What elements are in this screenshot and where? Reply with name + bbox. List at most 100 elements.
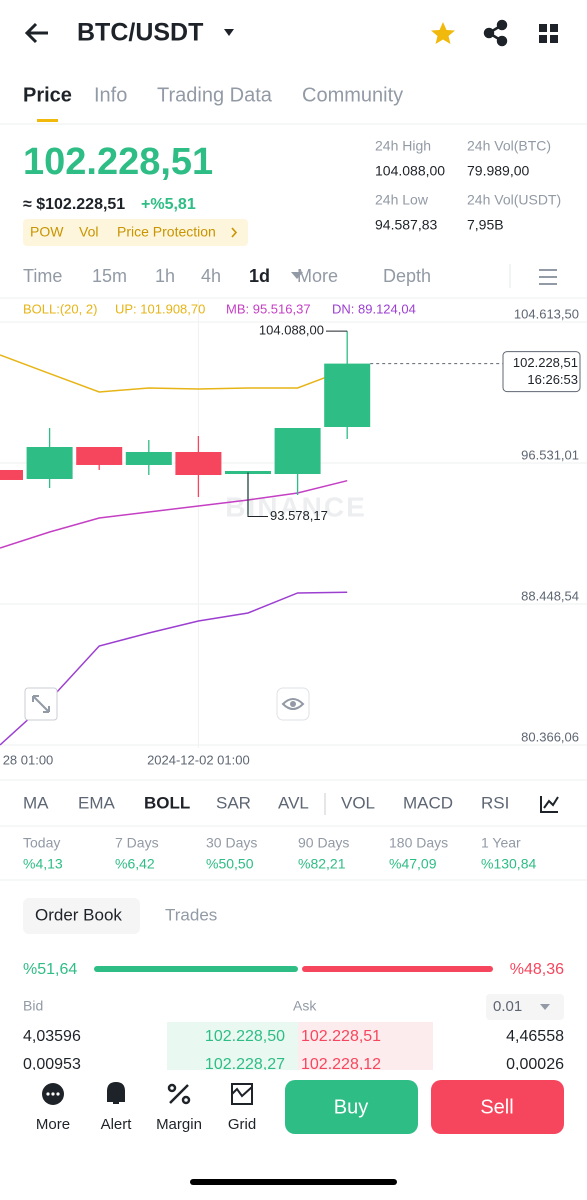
stat-label: 24h Vol(BTC)	[467, 138, 551, 154]
pair-title[interactable]: BTC/USDT	[77, 19, 203, 47]
perf-value: %130,84	[481, 856, 536, 872]
perf-value: %50,50	[206, 856, 254, 872]
sell-label[interactable]: Sell	[480, 1096, 513, 1118]
boll-line	[0, 591, 348, 746]
layout-button[interactable]	[539, 24, 558, 43]
indicator-tab[interactable]: SAR	[216, 793, 251, 812]
x-tick-label: 2024-12-02 01:00	[147, 752, 250, 767]
candle-body	[225, 471, 271, 475]
order-book-tab[interactable]: Order Book	[35, 905, 122, 924]
bottom-action[interactable]: Grid	[228, 1116, 256, 1133]
precision-select[interactable]	[486, 994, 564, 1020]
chart-settings-icon[interactable]	[539, 269, 557, 285]
bottom-action[interactable]: Alert	[101, 1116, 133, 1133]
indicator-settings-icon[interactable]	[540, 796, 559, 813]
tab[interactable]: Trading Data	[157, 84, 273, 106]
home-indicator	[190, 1179, 397, 1185]
candle-body	[175, 451, 222, 476]
order-book-tab[interactable]: Trades	[165, 905, 217, 924]
buy-label[interactable]: Buy	[334, 1096, 368, 1118]
ask-amount: 0,00026	[506, 1056, 564, 1073]
stat-label: 24h Vol(USDT)	[467, 192, 561, 208]
indicator-tab[interactable]: AVL	[278, 793, 309, 812]
bottom-action[interactable]: Margin	[156, 1116, 202, 1133]
interval[interactable]: 1h	[155, 266, 175, 286]
low-annotation: 93.578,17	[270, 508, 328, 523]
fullscreen-button[interactable]	[24, 687, 58, 721]
bottom-action[interactable]: More	[36, 1116, 70, 1133]
precision: 0.01	[493, 998, 522, 1015]
tab[interactable]: Community	[302, 84, 403, 106]
share-button[interactable]	[483, 19, 508, 47]
stat-value: 104.088,00	[375, 163, 445, 179]
alert-icon	[107, 1081, 125, 1104]
x-tick-label: 28 01:00	[3, 752, 54, 767]
tag-chevron	[231, 227, 238, 238]
y-tick-label: 80.366,06	[521, 729, 579, 744]
buy-button[interactable]	[285, 1080, 418, 1134]
indicator-tab[interactable]: EMA	[78, 793, 116, 812]
countdown: 16:26:53	[527, 372, 578, 387]
perf-label: 30 Days	[206, 835, 257, 851]
indicator-tab[interactable]: RSI	[481, 793, 509, 812]
perf-label: 1 Year	[481, 835, 521, 851]
ask-label: Ask	[293, 998, 317, 1014]
stat-value: 79.989,00	[467, 163, 529, 179]
indicator-tab[interactable]: VOL	[341, 793, 375, 812]
back-button[interactable]	[24, 22, 48, 44]
active-tab-indicator	[37, 119, 58, 122]
last-price-label: 102.228,51	[513, 355, 578, 370]
ask-amount: 4,46558	[506, 1028, 564, 1045]
interval[interactable]: 15m	[92, 266, 127, 286]
bid-price: 102.228,50	[205, 1028, 285, 1045]
legend-label: MB: 95.516,37	[226, 301, 311, 316]
candle-body	[0, 469, 23, 480]
sell-button[interactable]	[431, 1080, 564, 1134]
interval[interactable]: Time	[23, 266, 62, 286]
perf-value: %82,21	[298, 856, 346, 872]
visibility-button[interactable]	[276, 687, 310, 721]
candle-body	[26, 447, 73, 479]
legend-label: UP: 101.908,70	[115, 301, 205, 316]
candle-body	[274, 428, 321, 475]
y-tick-label: 88.448,54	[521, 588, 579, 603]
perf-value: %4,13	[23, 856, 63, 872]
perf-value: %6,42	[115, 856, 155, 872]
margin-icon	[167, 1083, 191, 1105]
indicator-tab[interactable]: MA	[23, 793, 49, 812]
tag-pill[interactable]	[23, 219, 248, 246]
price-tag: Price Protection	[117, 224, 216, 240]
pair-dropdown[interactable]	[224, 29, 234, 36]
interval[interactable]: More	[297, 266, 338, 286]
boll-line	[0, 354, 348, 393]
ask-ratio: %48,36	[510, 961, 564, 978]
stat-value: 94.587,83	[375, 217, 437, 233]
price-tag: POW	[30, 224, 64, 240]
indicator-tab[interactable]: BOLL	[144, 793, 190, 812]
interval[interactable]: Depth	[383, 266, 431, 286]
active-tab-bg	[23, 898, 140, 934]
grid-icon	[231, 1083, 253, 1105]
price-tag: Vol	[79, 224, 98, 240]
interval[interactable]: 1d	[249, 266, 270, 286]
legend-title: BOLL:(20, 2)	[23, 301, 97, 316]
y-tick-label: 96.531,01	[521, 447, 579, 462]
indicator-tab[interactable]: MACD	[403, 793, 453, 812]
bid-label: Bid	[23, 998, 43, 1014]
last-price-box	[502, 351, 581, 393]
favorite-star[interactable]	[431, 22, 455, 44]
ask-ratio-bar	[302, 966, 493, 972]
y-tick-label: 104.613,50	[514, 306, 579, 321]
tab[interactable]: Info	[94, 84, 127, 106]
stat-label: 24h Low	[375, 192, 429, 208]
ask-price: 102.228,12	[301, 1056, 381, 1073]
tab[interactable]: Price	[23, 84, 72, 106]
precision-caret	[540, 1004, 550, 1010]
perf-label: 7 Days	[115, 835, 159, 851]
candle-body	[324, 363, 371, 427]
interval[interactable]: 4h	[201, 266, 221, 286]
candle-body	[76, 447, 123, 465]
